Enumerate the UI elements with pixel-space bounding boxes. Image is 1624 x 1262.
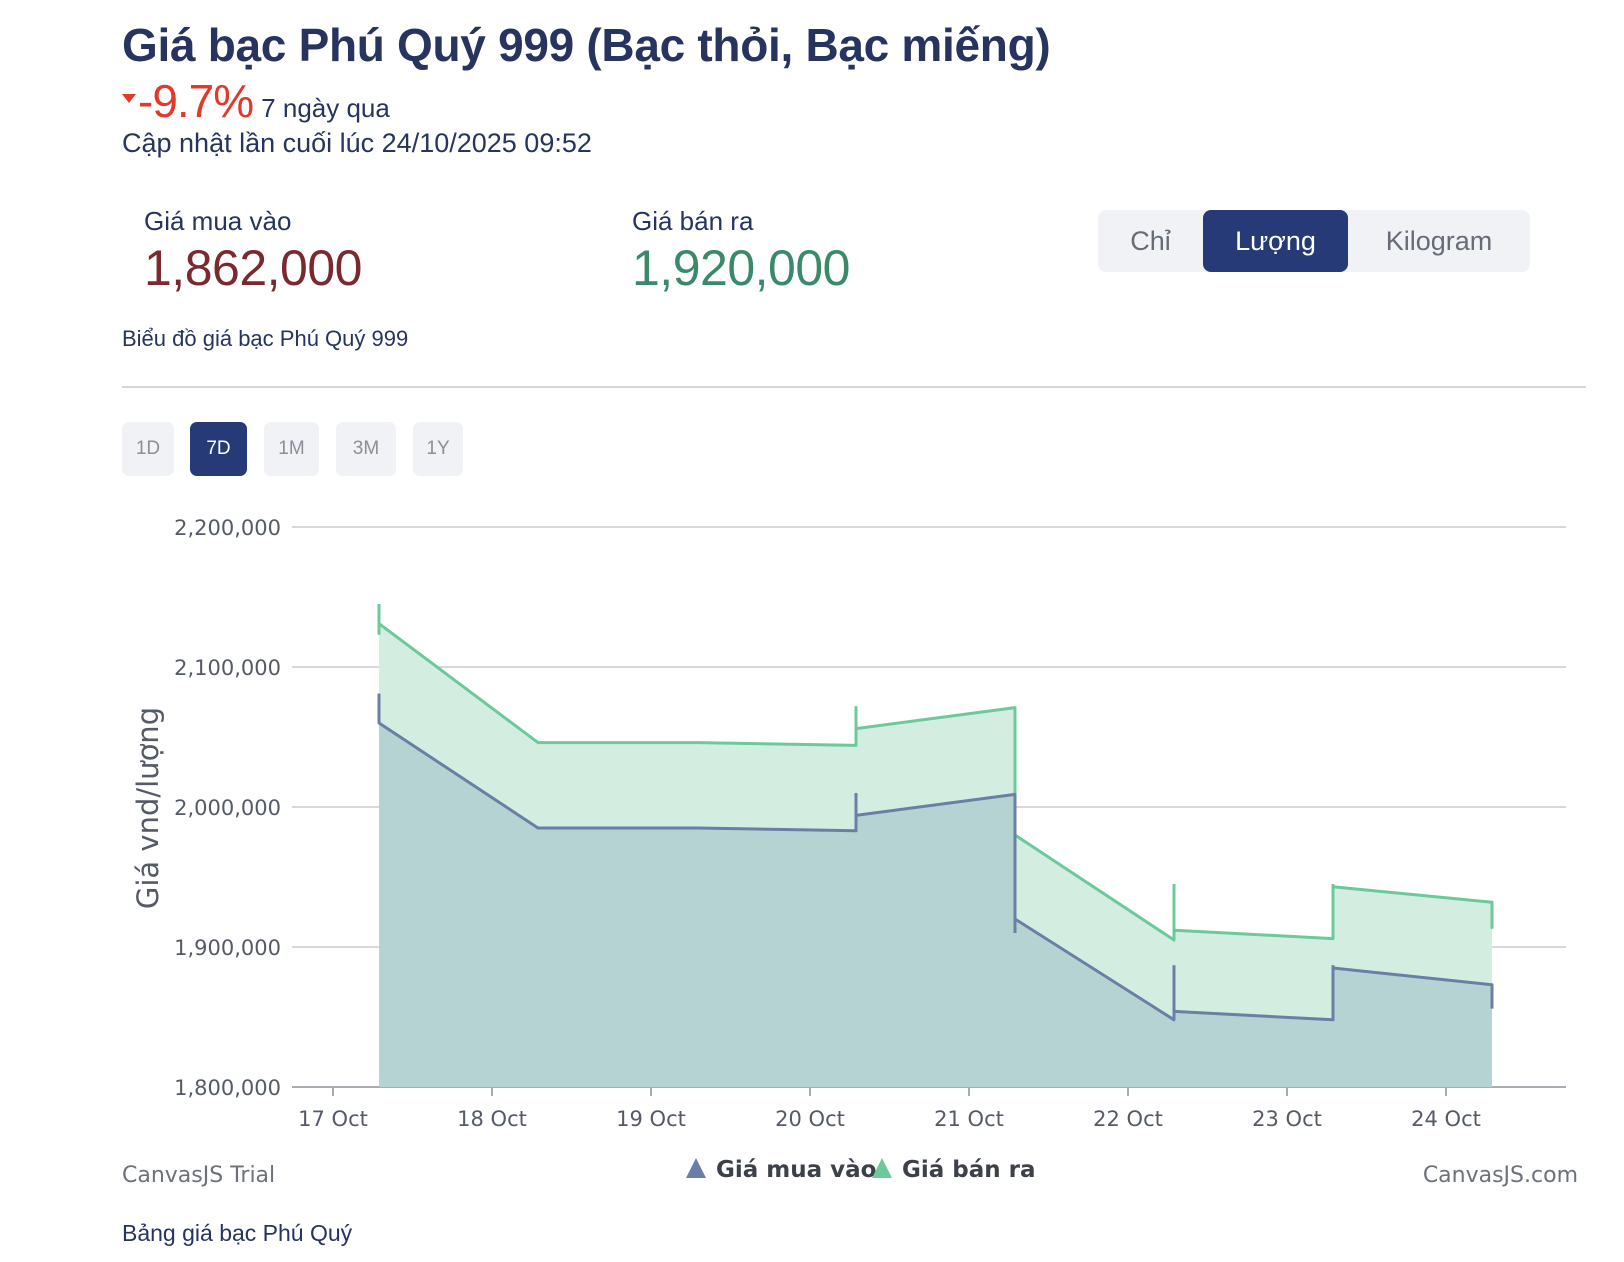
chart-subtitle: Biểu đồ giá bạc Phú Quý 999 — [122, 326, 409, 351]
unit-button-luong[interactable]: Lượng — [1203, 210, 1348, 272]
y-tick-label: 2,200,000 — [174, 516, 281, 540]
legend-label: Giá mua vào — [716, 1157, 876, 1183]
y-axis-title: Giá vnd/lượng — [131, 707, 165, 909]
credits-right: CanvasJS.com — [1423, 1163, 1578, 1188]
y-tick-label: 1,900,000 — [174, 936, 281, 960]
sell-price-value: 1,920,000 — [632, 240, 850, 296]
y-tick-label: 2,100,000 — [174, 656, 281, 680]
page-title: Giá bạc Phú Quý 999 (Bạc thỏi, Bạc miếng… — [122, 19, 1051, 71]
legend-marker-0 — [686, 1158, 706, 1178]
buy-price-box: Giá mua vào 1,862,000 — [144, 206, 362, 297]
sell-price-label: Giá bán ra — [632, 206, 754, 236]
series-area-0 — [379, 693, 1492, 1087]
x-tick-label: 21 Oct — [934, 1107, 1004, 1131]
sell-price-box: Giá bán ra 1,920,000 — [632, 206, 850, 297]
price-change: -9.7% 7 ngày qua — [122, 74, 390, 128]
change-percent: -9.7% — [138, 75, 254, 127]
down-arrow-icon — [122, 94, 136, 103]
x-tick-label: 20 Oct — [775, 1107, 845, 1131]
range-button-3m[interactable]: 3M — [336, 422, 396, 476]
x-tick-label: 19 Oct — [616, 1107, 686, 1131]
x-tick-label: 22 Oct — [1093, 1107, 1163, 1131]
range-button-1y[interactable]: 1Y — [413, 422, 463, 476]
credits-left: CanvasJS Trial — [122, 1163, 275, 1188]
y-tick-label: 2,000,000 — [174, 796, 281, 820]
x-tick-label: 18 Oct — [457, 1107, 527, 1131]
unit-selector: Chỉ Lượng Kilogram — [1098, 210, 1530, 272]
x-tick-label: 24 Oct — [1411, 1107, 1481, 1131]
table-caption: Bảng giá bạc Phú Quý — [122, 1220, 353, 1246]
change-period: 7 ngày qua — [261, 93, 390, 123]
x-tick-label: 17 Oct — [298, 1107, 368, 1131]
x-tick-label: 23 Oct — [1252, 1107, 1322, 1131]
range-button-1d[interactable]: 1D — [122, 422, 174, 476]
buy-price-label: Giá mua vào — [144, 206, 292, 236]
unit-button-chi[interactable]: Chỉ — [1130, 225, 1171, 256]
divider — [122, 386, 1586, 388]
range-button-7d[interactable]: 7D — [190, 422, 247, 476]
legend-marker-1 — [872, 1158, 892, 1178]
last-updated: Cập nhật lần cuối lúc 24/10/2025 09:52 — [122, 128, 592, 158]
range-button-1m[interactable]: 1M — [264, 422, 319, 476]
legend-label: Giá bán ra — [902, 1157, 1036, 1183]
y-tick-label: 1,800,000 — [174, 1076, 281, 1100]
unit-button-kilogram[interactable]: Kilogram — [1385, 225, 1493, 256]
buy-price-value: 1,862,000 — [144, 240, 362, 296]
